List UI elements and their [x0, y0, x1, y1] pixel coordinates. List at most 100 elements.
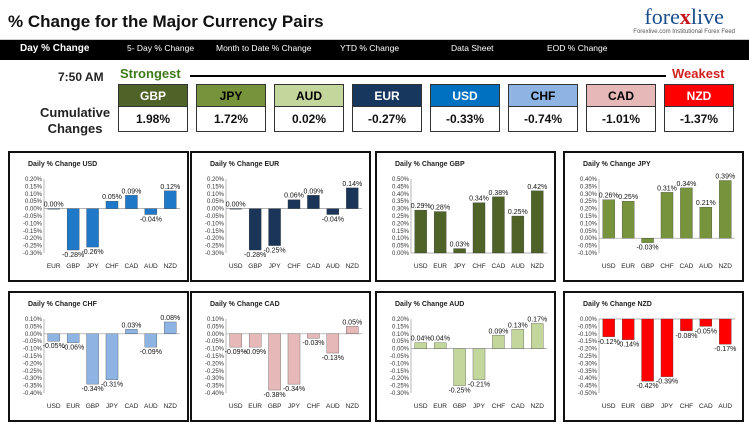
bar-nzd [719, 180, 732, 239]
cumulative-currency-label: CAD [587, 85, 655, 107]
y-tick-label: -0.15% [23, 229, 43, 235]
bar-eur [433, 342, 447, 349]
y-tick-label: 0.35% [580, 184, 598, 190]
y-tick-label: -0.30% [578, 361, 598, 367]
data-label: -0.28% [244, 252, 266, 259]
chart-panel-jpy[interactable]: Daily % Change JPY 0.40% 0.35% 0.30% 0.25% 0.… [563, 151, 744, 282]
y-tick-label: 0.10% [25, 192, 43, 198]
y-tick-label: -0.50% [578, 391, 598, 397]
chart-panel-nzd[interactable]: Daily % Change NZD 0.00% -0.05% -0.10% -0.15… [563, 291, 744, 422]
data-label: 0.04% [430, 336, 450, 343]
y-tick-label: 0.30% [392, 207, 410, 213]
bar-nzd [531, 190, 544, 254]
x-tick-label: GBP [86, 403, 100, 410]
data-label: -0.05% [43, 343, 65, 350]
x-tick-label: NZD [346, 403, 360, 410]
bar-chf [680, 318, 693, 331]
bar-usd [229, 208, 242, 210]
x-tick-label: CAD [125, 403, 139, 410]
y-tick-label: -0.10% [578, 332, 598, 338]
x-tick-label: NZD [164, 263, 178, 270]
chart-panel-eur[interactable]: Daily % Change EUR 0.20% 0.15% 0.10% 0.05% 0.… [190, 151, 371, 282]
chart-title: Daily % Change AUD [395, 301, 464, 308]
y-tick-label: -0.05% [390, 354, 410, 360]
y-tick-label: -0.05% [205, 214, 225, 220]
logo-x: x [679, 4, 691, 29]
y-tick-label: 0.50% [392, 177, 410, 183]
x-tick-label: USD [414, 263, 428, 270]
x-tick-label: CHF [680, 403, 693, 410]
chart-panel-chf[interactable]: Daily % Change CHF 0.10% 0.05% 0.00% -0.05% -… [8, 291, 189, 422]
chart-panel-aud[interactable]: Daily % Change AUD 0.20% 0.15% 0.10% 0.05% 0.… [375, 291, 556, 422]
y-tick-label: 0.05% [580, 229, 598, 235]
x-tick-label: CAD [680, 263, 694, 270]
tab-day-change[interactable]: Day % Change [20, 43, 90, 54]
y-tick-label: -0.25% [23, 244, 43, 250]
chart-panel-cad[interactable]: Daily % Change CAD 0.10% 0.05% 0.00% -0.05% -… [190, 291, 371, 422]
cumulative-label-line1: Cumulative [40, 105, 111, 120]
tab-month-to-date[interactable]: Month to Date % Change [216, 43, 312, 53]
chart-title: Daily % Change JPY [583, 161, 651, 168]
y-tick-label: 0.15% [392, 229, 410, 235]
data-label: 0.09% [303, 188, 323, 195]
cumulative-box-eur: EUR -0.27% [352, 84, 422, 132]
x-tick-label: EUR [621, 403, 635, 410]
tab-ytd-change[interactable]: YTD % Change [340, 43, 400, 53]
bar-chf [492, 335, 505, 349]
data-label: 0.34% [676, 181, 696, 188]
bar-jpy [86, 208, 99, 248]
chart-panel-usd[interactable]: Daily % Change USD 0.20% 0.15% 0.10% 0.05% 0.… [8, 151, 189, 282]
data-label: -0.28% [62, 252, 84, 259]
y-tick-label: 0.10% [207, 192, 225, 198]
data-label: -0.14% [617, 342, 639, 349]
chart-panel-gbp[interactable]: Daily % Change GBP 0.50% 0.45% 0.40% 0.35% 0.… [375, 151, 556, 282]
timestamp: 7:50 AM [58, 70, 104, 84]
tab-eod-change[interactable]: EOD % Change [547, 43, 608, 53]
forexlive-logo[interactable]: forexlive Forexlive.com Institutional Fo… [633, 6, 735, 36]
x-tick-label: CAD [699, 403, 713, 410]
bar-gbp [453, 348, 466, 386]
data-label: -0.06% [62, 345, 84, 352]
data-label: -0.31% [101, 382, 123, 389]
data-label: -0.04% [140, 217, 162, 224]
y-tick-label: -0.35% [23, 384, 43, 390]
data-label: 0.39% [715, 173, 735, 180]
bar-cad [511, 329, 525, 349]
cumulative-currency-label: CHF [509, 85, 577, 107]
weakest-label: Weakest [672, 66, 725, 81]
cumulative-box-aud: AUD 0.02% [274, 84, 344, 132]
data-label: 0.05% [342, 319, 362, 326]
y-tick-label: 0.10% [392, 332, 410, 338]
y-tick-label: 0.00% [392, 347, 410, 353]
y-tick-label: 0.25% [580, 199, 598, 205]
bar-aud [699, 206, 713, 239]
bar-cad [125, 195, 138, 209]
y-tick-label: 0.05% [392, 244, 410, 250]
cumulative-currency-label: JPY [197, 85, 265, 107]
bar-usd [47, 333, 60, 342]
bar-aud [326, 208, 340, 215]
data-label: -0.09% [244, 349, 266, 356]
y-tick-label: -0.30% [23, 376, 43, 382]
data-label: -0.42% [636, 383, 658, 390]
data-label: 0.38% [488, 190, 508, 197]
bar-jpy [472, 348, 486, 380]
x-tick-label: AUD [326, 263, 340, 270]
y-tick-label: 0.00% [392, 251, 410, 257]
tab-data-sheet[interactable]: Data Sheet [451, 43, 494, 53]
chart-jpy: Daily % Change JPY0.40%0.35%0.30%0.25%0.… [578, 161, 735, 270]
y-tick-label: -0.05% [23, 214, 43, 220]
data-label: 0.25% [508, 209, 528, 216]
y-tick-label: 0.45% [392, 184, 410, 190]
bar-chf [472, 202, 486, 254]
data-label: 0.00% [44, 202, 64, 209]
tab-5-day-change[interactable]: 5- Day % Change [127, 43, 195, 53]
data-label: 0.05% [102, 194, 122, 201]
data-label: 0.31% [657, 185, 677, 192]
y-tick-label: -0.30% [205, 251, 225, 257]
chart-nzd: Daily % Change NZD0.00%-0.05%-0.10%-0.15… [578, 301, 736, 410]
data-label: -0.25% [448, 388, 470, 395]
strength-scale-line [190, 75, 666, 77]
y-tick-label: 0.05% [207, 324, 225, 330]
x-tick-label: CHF [660, 263, 673, 270]
